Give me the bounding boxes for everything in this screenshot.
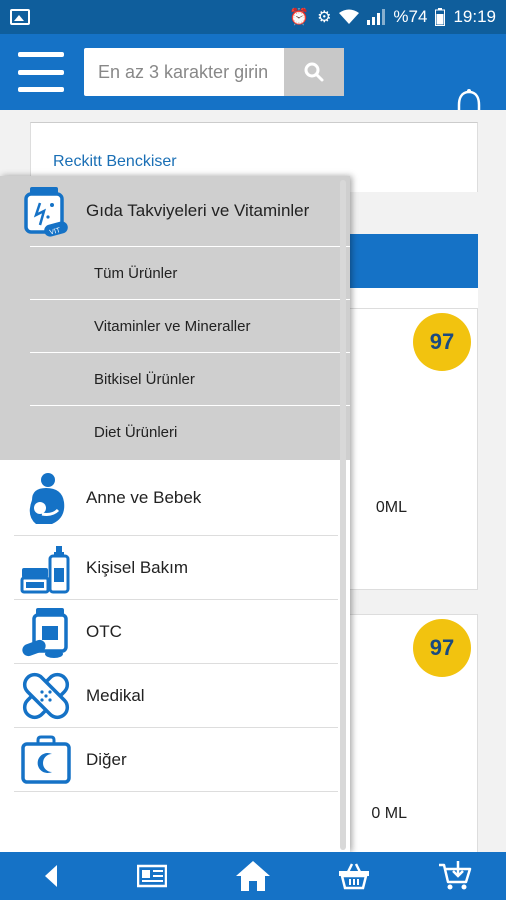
status-bar: ⏰ ⚙ %74 19:19 xyxy=(0,0,506,34)
search-button[interactable] xyxy=(284,48,344,96)
category-label: Anne ve Bebek xyxy=(86,487,202,507)
clock: 19:19 xyxy=(453,7,496,26)
brand-name: Reckitt Benckiser xyxy=(53,153,177,170)
vitamin-bottle-icon: VIT xyxy=(24,187,68,237)
news-button[interactable] xyxy=(127,856,177,896)
subcategory-tum-urunler[interactable]: Tüm Ürünler xyxy=(30,246,350,299)
subcategory-bitkisel-urunler[interactable]: Bitkisel Ürünler xyxy=(30,352,350,405)
category-drawer: VIT Gıda Takviyeleri ve Vitaminler Tüm Ü… xyxy=(0,176,350,852)
subcategory-diet-urunleri[interactable]: Diet Ürünleri xyxy=(30,405,350,458)
subcategory-label: Bitkisel Ürünler xyxy=(94,370,195,388)
subcategory-vitaminler-mineraller[interactable]: Vitaminler ve Mineraller xyxy=(30,299,350,352)
signal-icon xyxy=(367,9,386,25)
basket-icon xyxy=(339,863,370,890)
svg-text:VIT: VIT xyxy=(49,227,62,237)
back-icon xyxy=(44,865,57,887)
hamburger-icon[interactable] xyxy=(18,52,64,92)
category-label: Diğer xyxy=(86,749,127,769)
category-label: Kişisel Bakım xyxy=(86,557,189,577)
product-size: 0 ML xyxy=(371,805,407,822)
score-badge: 97 xyxy=(413,619,471,677)
category-gida-takviyeleri[interactable]: VIT Gıda Takviyeleri ve Vitaminler xyxy=(0,176,350,246)
alarm-icon: ⏰ xyxy=(289,9,310,26)
mother-baby-icon xyxy=(29,472,65,524)
drawer-scrollbar[interactable] xyxy=(340,180,346,850)
subcategory-label: Tüm Ürünler xyxy=(94,264,178,282)
news-icon xyxy=(136,864,167,888)
score-badge: 97 xyxy=(413,313,471,371)
search-icon xyxy=(304,62,324,82)
category-kisisel-bakim[interactable]: Kişisel Bakım xyxy=(14,536,338,600)
category-label: OTC xyxy=(86,621,122,641)
category-label: Medikal xyxy=(86,685,145,705)
image-notification-icon xyxy=(10,9,30,25)
subcategory-label: Diet Ürünleri xyxy=(94,423,178,441)
medicine-icon xyxy=(22,607,68,658)
home-icon xyxy=(235,861,270,891)
battery-percent: %74 xyxy=(393,7,428,26)
category-anne-bebek[interactable]: Anne ve Bebek xyxy=(14,460,338,536)
cart-add-button[interactable] xyxy=(430,856,480,896)
battery-icon xyxy=(435,8,446,26)
category-medikal[interactable]: Medikal xyxy=(14,664,338,728)
subcategory-label: Vitaminler ve Mineraller xyxy=(94,317,251,335)
basket-button[interactable] xyxy=(329,856,379,896)
cart-add-icon xyxy=(439,861,472,890)
category-diger[interactable]: Diğer xyxy=(14,728,338,792)
back-button[interactable] xyxy=(26,856,76,896)
personal-care-icon xyxy=(20,545,70,593)
app-header xyxy=(0,34,506,125)
first-aid-kit-icon xyxy=(21,735,71,784)
search-bar xyxy=(84,48,344,96)
category-label: Gıda Takviyeleri ve Vitaminler xyxy=(86,201,310,220)
wifi-icon xyxy=(339,9,360,24)
category-otc[interactable]: OTC xyxy=(14,600,338,664)
active-category: VIT Gıda Takviyeleri ve Vitaminler Tüm Ü… xyxy=(0,176,350,460)
bandage-icon xyxy=(22,672,70,719)
product-size: 0ML xyxy=(375,499,407,516)
home-button[interactable] xyxy=(228,856,278,896)
search-input[interactable] xyxy=(84,48,284,96)
category-list: Anne ve Bebek Kişisel Bakım OTC xyxy=(0,460,350,792)
settings-icon: ⚙ xyxy=(317,9,332,26)
bottom-navigation xyxy=(0,852,506,900)
